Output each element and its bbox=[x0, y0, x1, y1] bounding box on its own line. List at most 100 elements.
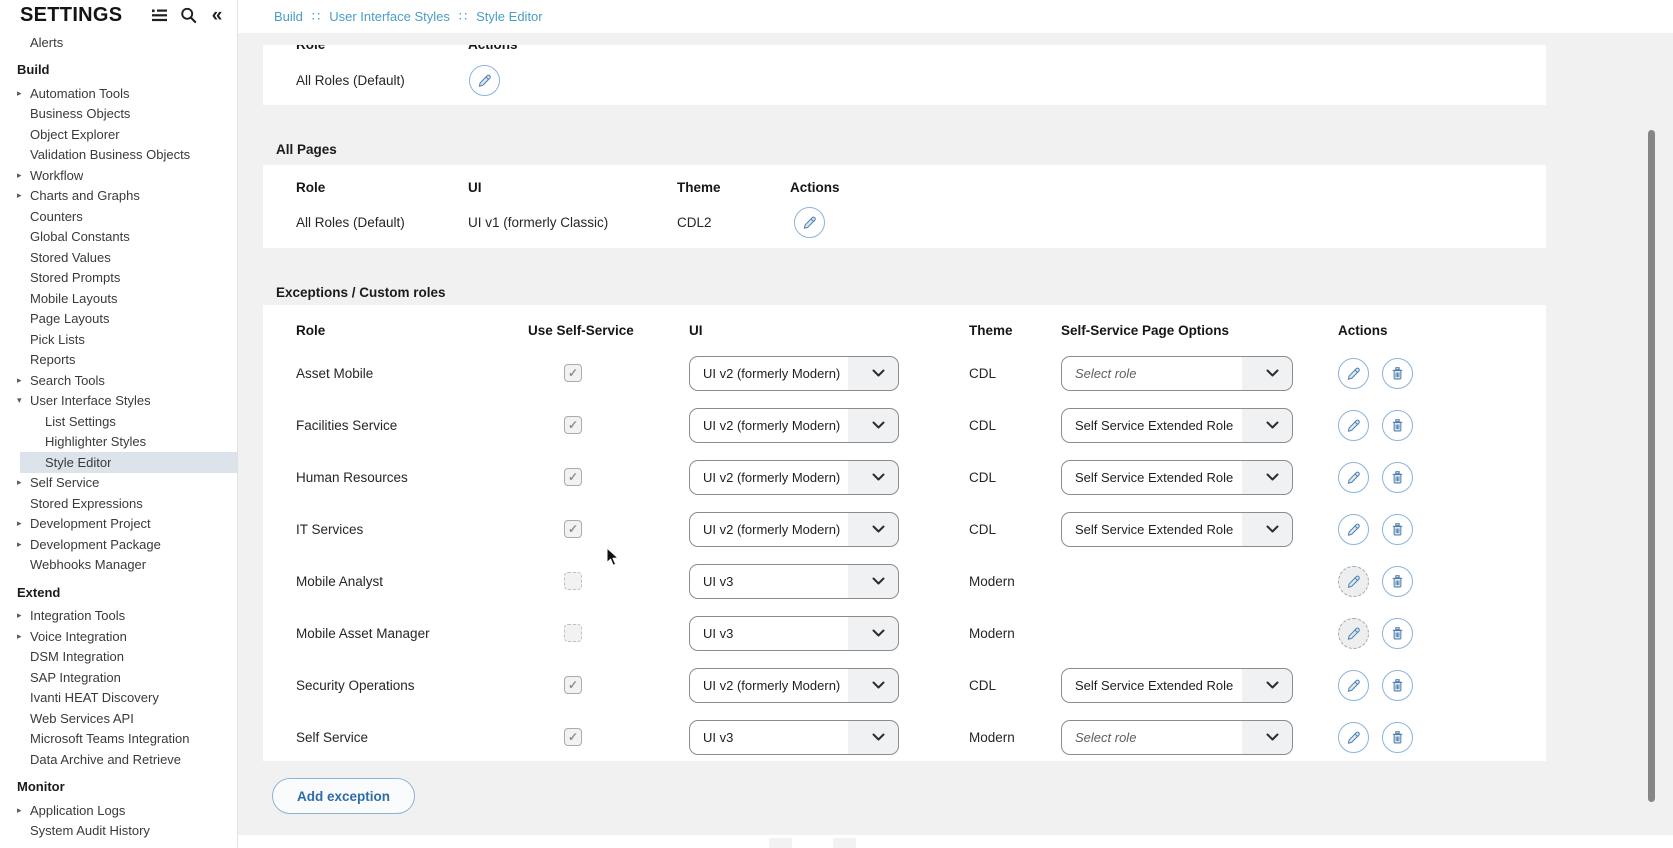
sidebar-item[interactable]: ▸ Charts and Graphs bbox=[0, 186, 237, 207]
edit-button[interactable] bbox=[794, 207, 825, 238]
use-self-service-checkbox[interactable]: ✓ bbox=[564, 624, 582, 642]
ui-version-select[interactable]: UI v2 (formerly Modern) bbox=[689, 667, 899, 703]
sidebar-item[interactable]: DSM Integration bbox=[0, 647, 237, 668]
sidebar-item[interactable]: System Audit History bbox=[0, 821, 237, 842]
self-service-page-options-select[interactable]: Self Service Extended Role bbox=[1061, 407, 1293, 443]
use-self-service-checkbox[interactable]: ✓ bbox=[564, 416, 582, 434]
sidebar-item[interactable]: Stored Values bbox=[0, 247, 237, 268]
sidebar-item[interactable]: Page Layouts bbox=[0, 309, 237, 330]
sidebar-item[interactable]: Stored Prompts bbox=[0, 268, 237, 289]
sidebar-item[interactable]: Ivanti HEAT Discovery bbox=[0, 688, 237, 709]
sidebar-item[interactable]: Webhooks Manager bbox=[0, 555, 237, 576]
sidebar-item-label: Voice Integration bbox=[30, 628, 127, 644]
sidebar-item[interactable]: Business Objects bbox=[0, 104, 237, 125]
expand-arrow-icon: ▾ bbox=[17, 395, 22, 406]
self-service-page-options-select[interactable]: Select role bbox=[1061, 355, 1293, 391]
self-service-page-options-select[interactable]: Select role bbox=[1061, 719, 1293, 755]
vertical-scrollbar[interactable] bbox=[1648, 130, 1655, 802]
edit-button[interactable] bbox=[1338, 461, 1369, 493]
sidebar-item[interactable]: List Settings bbox=[0, 411, 237, 432]
sidebar-item[interactable]: Alerts bbox=[0, 32, 237, 53]
chevron-down-icon bbox=[872, 525, 885, 533]
use-self-service-checkbox[interactable]: ✓ bbox=[564, 520, 582, 538]
delete-button[interactable] bbox=[1382, 357, 1413, 389]
sidebar-item[interactable]: ▸ Application Logs bbox=[0, 800, 237, 821]
ui-version-select[interactable]: UI v3 bbox=[689, 563, 899, 599]
expand-arrow-icon: ▸ bbox=[17, 804, 22, 815]
sidebar-item[interactable]: Web Services API bbox=[0, 708, 237, 729]
sidebar-item[interactable]: Counters bbox=[0, 206, 237, 227]
edit-button[interactable] bbox=[469, 65, 500, 96]
delete-button[interactable] bbox=[1382, 669, 1413, 701]
use-self-service-checkbox[interactable]: ✓ bbox=[564, 728, 582, 746]
sidebar-item[interactable]: Highlighter Styles bbox=[0, 432, 237, 453]
sidebar-item[interactable]: Stored Expressions bbox=[0, 493, 237, 514]
collapse-sidebar-icon[interactable]: « bbox=[211, 4, 223, 26]
self-service-page-options-select[interactable]: Self Service Extended Role bbox=[1061, 511, 1293, 547]
delete-button[interactable] bbox=[1382, 409, 1413, 441]
breadcrumb-link-build[interactable]: Build bbox=[274, 9, 303, 24]
trash-icon bbox=[1392, 470, 1403, 483]
add-exception-button[interactable]: Add exception bbox=[272, 778, 415, 814]
self-service-page-options-select[interactable]: Self Service Extended Role bbox=[1061, 667, 1293, 703]
edit-button[interactable] bbox=[1338, 357, 1369, 389]
trash-icon bbox=[1392, 626, 1403, 639]
sidebar-item[interactable]: ▸ Automation Tools bbox=[0, 83, 237, 104]
breadcrumb-link-user-interface-styles[interactable]: User Interface Styles bbox=[329, 9, 450, 24]
sidebar-item[interactable]: SAP Integration bbox=[0, 667, 237, 688]
chevron-down-icon bbox=[1266, 681, 1279, 689]
sidebar-item[interactable]: Global Constants bbox=[0, 227, 237, 248]
ui-version-select[interactable]: UI v2 (formerly Modern) bbox=[689, 511, 899, 547]
sidebar-item[interactable]: Reports bbox=[0, 350, 237, 371]
sidebar-item-label: Data Archive and Retrieve bbox=[30, 751, 182, 767]
edit-button[interactable] bbox=[1338, 669, 1369, 701]
delete-button[interactable] bbox=[1382, 721, 1413, 753]
ui-version-select[interactable]: UI v3 bbox=[689, 719, 899, 755]
sidebar-item[interactable]: Object Explorer bbox=[0, 124, 237, 145]
sidebar-item[interactable]: Build bbox=[0, 60, 237, 81]
search-icon[interactable] bbox=[178, 6, 198, 26]
ui-version-select[interactable]: UI v3 bbox=[689, 615, 899, 651]
sidebar-item[interactable]: ▸ Voice Integration bbox=[0, 626, 237, 647]
edit-button[interactable] bbox=[1338, 721, 1369, 753]
page-options-value: Self Service Extended Role bbox=[1075, 521, 1234, 537]
sidebar-item[interactable]: Style Editor bbox=[20, 452, 237, 473]
sidebar-item[interactable]: Pick Lists bbox=[0, 329, 237, 350]
delete-button[interactable] bbox=[1382, 513, 1413, 545]
edit-button[interactable] bbox=[1338, 409, 1369, 441]
sidebar-item[interactable]: ▸ Workflow bbox=[0, 165, 237, 186]
sidebar-item-label: User Interface Styles bbox=[30, 393, 151, 409]
self-service-page-options-select[interactable]: Self Service Extended Role bbox=[1061, 459, 1293, 495]
sidebar-item[interactable]: ▸ Development Package bbox=[0, 534, 237, 555]
breadcrumb-link-style-editor[interactable]: Style Editor bbox=[476, 9, 543, 24]
use-self-service-checkbox[interactable]: ✓ bbox=[564, 572, 582, 590]
sidebar-item[interactable]: ▸ Integration Tools bbox=[0, 606, 237, 627]
sidebar-item[interactable]: ▾ User Interface Styles bbox=[0, 391, 237, 412]
sidebar-item[interactable]: ▸ Development Project bbox=[0, 514, 237, 535]
use-self-service-checkbox[interactable]: ✓ bbox=[564, 364, 582, 382]
edit-button[interactable] bbox=[1338, 513, 1369, 545]
pencil-icon bbox=[1347, 419, 1360, 432]
sidebar-item[interactable]: ▸ Search Tools bbox=[0, 370, 237, 391]
role-cell: Asset Mobile bbox=[296, 365, 374, 381]
use-self-service-checkbox[interactable]: ✓ bbox=[564, 676, 582, 694]
sidebar-item-label: Business Objects bbox=[30, 106, 131, 122]
sidebar-item[interactable]: Validation Business Objects bbox=[0, 145, 237, 166]
sidebar-item[interactable]: Mobile Layouts bbox=[0, 288, 237, 309]
sidebar-item[interactable]: Monitor bbox=[0, 777, 237, 798]
delete-button[interactable] bbox=[1382, 461, 1413, 493]
edit-button[interactable] bbox=[1338, 617, 1369, 649]
ui-version-select[interactable]: UI v2 (formerly Modern) bbox=[689, 407, 899, 443]
ui-version-select[interactable]: UI v2 (formerly Modern) bbox=[689, 355, 899, 391]
sidebar-item[interactable]: ▸ Self Service bbox=[0, 473, 237, 494]
table-row: Human Resources ✓ UI v2 (formerly Modern… bbox=[263, 451, 1546, 503]
edit-button[interactable] bbox=[1338, 565, 1369, 597]
delete-button[interactable] bbox=[1382, 565, 1413, 597]
list-tree-icon[interactable] bbox=[149, 6, 169, 26]
ui-version-select[interactable]: UI v2 (formerly Modern) bbox=[689, 459, 899, 495]
sidebar-item[interactable]: Extend bbox=[0, 582, 237, 603]
sidebar-item[interactable]: Microsoft Teams Integration bbox=[0, 729, 237, 750]
use-self-service-checkbox[interactable]: ✓ bbox=[564, 468, 582, 486]
delete-button[interactable] bbox=[1382, 617, 1413, 649]
sidebar-item[interactable]: Data Archive and Retrieve bbox=[0, 749, 237, 770]
